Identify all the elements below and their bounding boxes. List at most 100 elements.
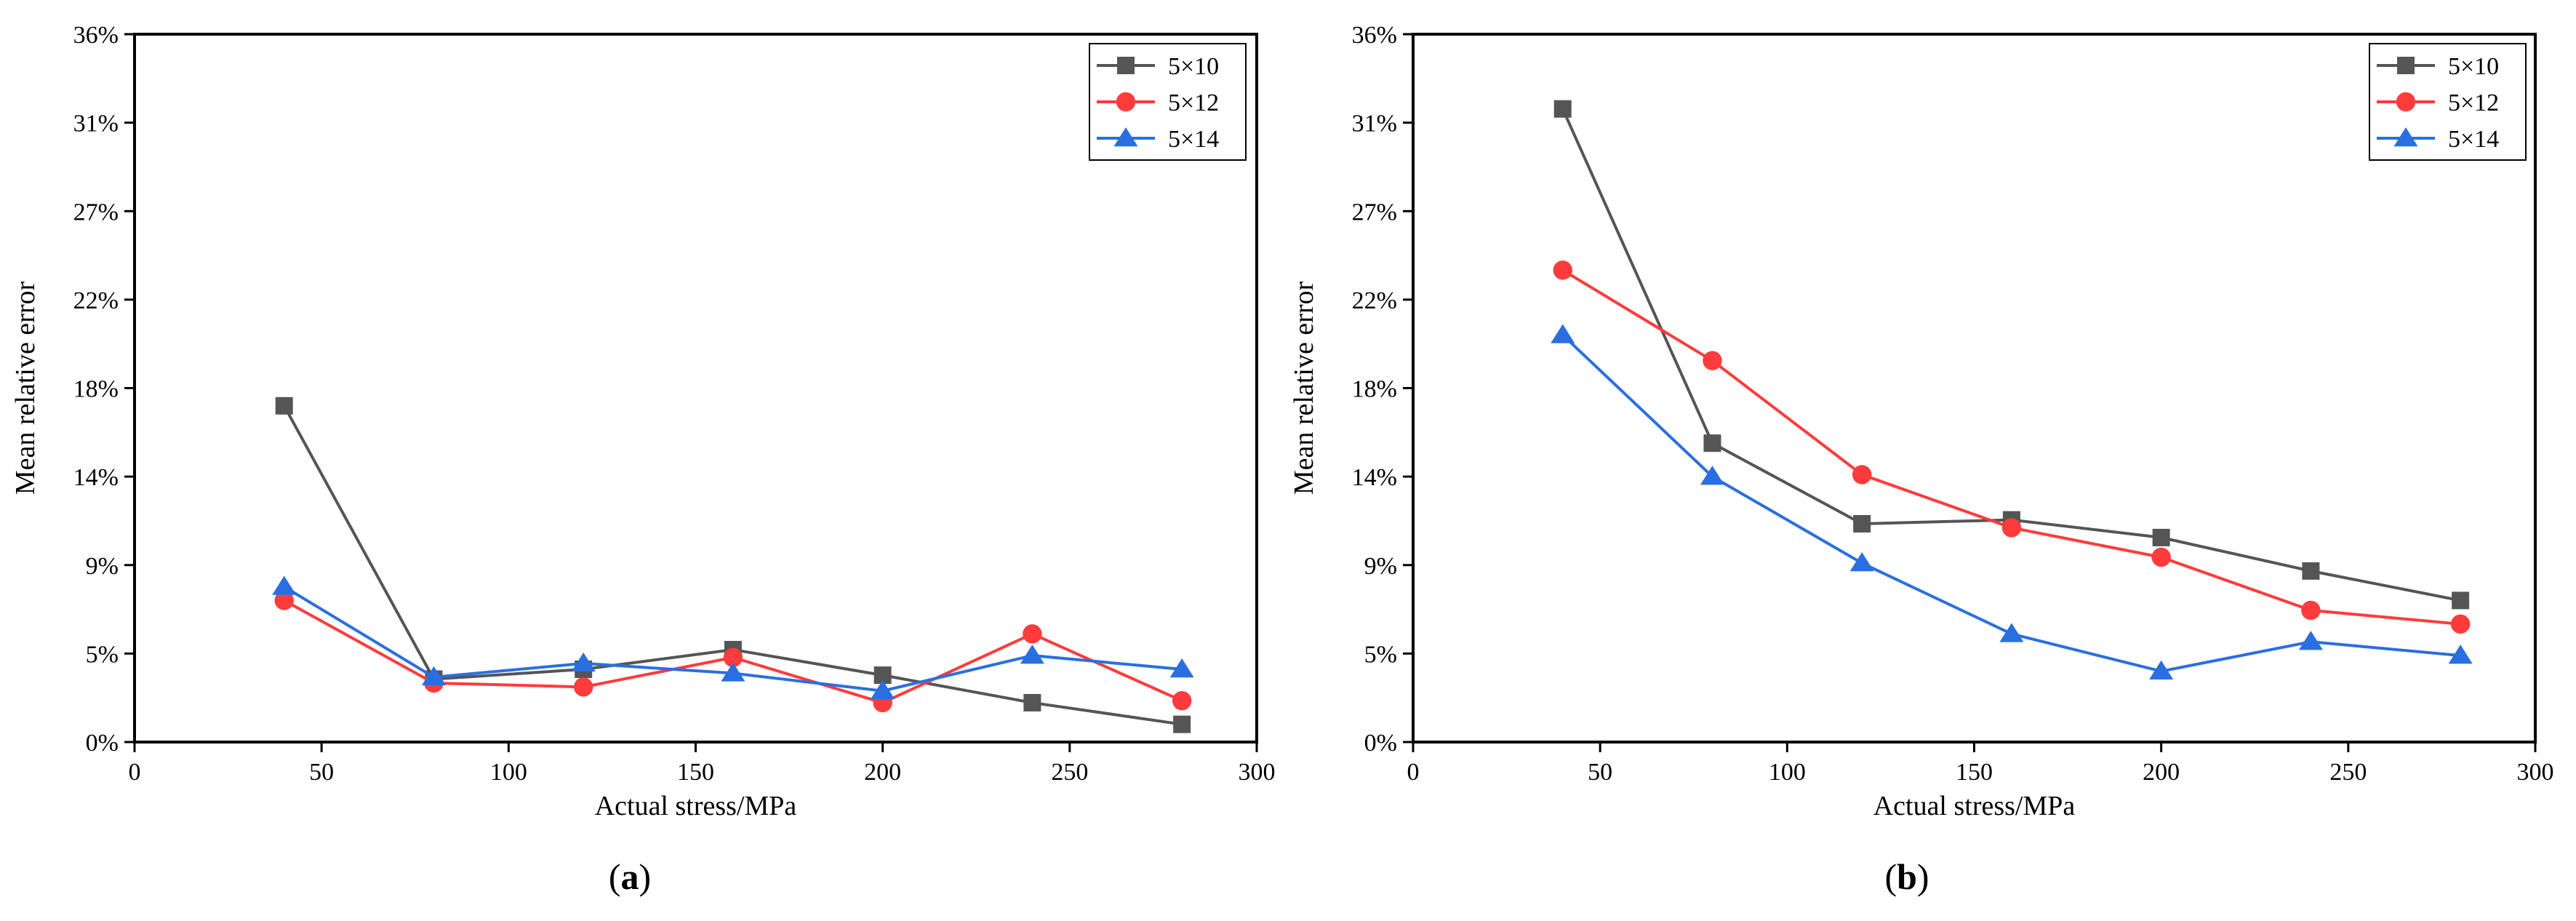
data-point [1020,645,1044,664]
data-point [2298,631,2323,650]
data-point [1849,552,1874,572]
legend-label: 5×14 [1168,126,1219,153]
x-tick-label: 100 [1769,759,1806,786]
panel-label: (a) [609,856,651,897]
chart-panel-b: 0 50 100 150 200 250 300 0% 5% 9% 14% 18% 22% 27% 31% 3… [1289,22,2554,897]
y-tick-label: 9% [1364,553,1397,580]
data-point [2001,518,2022,538]
y-tick-label: 31% [73,111,119,137]
x-tick-label: 100 [490,759,527,786]
plot-frame [133,33,1258,743]
chart-panel-a: 0 50 100 150 200 250 300 0% 5% 9% 14% 18% 22% 27% 31% 3… [10,22,1276,897]
y-tick-label: 5% [1364,641,1397,668]
data-point [275,396,293,415]
data-point [2149,660,2174,679]
y-tick-label: 22% [1352,287,1397,314]
data-point [1173,715,1191,733]
data-point [2452,591,2470,610]
x-tick-label: 200 [864,759,901,786]
data-point [571,652,596,672]
panel-label: (b) [1884,856,1929,897]
y-tick-label: 18% [73,376,119,403]
data-point [1703,351,1722,370]
x-axis-title: Actual stress/MPa [595,791,797,821]
panel-label-letter: a [621,856,639,897]
panel-label-letter: b [1897,856,1917,897]
data-point [871,679,895,699]
y-tick-label: 9% [86,553,119,580]
y-axis-title: Mean relative error [1289,282,1319,495]
x-tick-label: 250 [1051,759,1088,786]
legend: 5×10 5×12 5×14 [2369,43,2527,161]
legend-marker [2396,92,2416,112]
data-point [2448,645,2473,664]
x-tick-label: 150 [677,759,714,786]
legend-marker [1116,92,1136,112]
panel-label-open: ( [609,856,621,897]
x-tick-label: 300 [1239,759,1276,786]
x-tick-label: 150 [1956,759,1993,786]
data-point [2151,547,2171,567]
x-tick-label: 50 [1588,759,1612,786]
y-tick-label: 5% [86,641,119,668]
plot-frame [1412,33,2537,743]
legend-label: 5×12 [2448,89,2499,116]
legend-marker [2393,127,2418,147]
panel-label-close: ) [639,856,652,897]
data-point [274,591,294,610]
legend-marker [2397,57,2415,74]
x-tick-label: 50 [309,759,334,786]
y-tick-label: 0% [1364,730,1397,757]
data-point [1999,623,2024,642]
data-point [1172,691,1192,711]
x-tick-label: 200 [2143,759,2180,786]
data-point [1551,324,1575,343]
x-tick-label: 0 [1407,759,1420,786]
legend-label: 5×10 [2448,53,2499,80]
legend-marker [1113,127,1138,147]
y-tick-label: 18% [1352,376,1397,403]
panel-label-close: ) [1917,856,1929,897]
panel-label-open: ( [1884,856,1897,897]
data-point [2152,528,2170,546]
legend-label: 5×12 [1168,89,1219,116]
legend: 5×10 5×12 5×14 [1089,43,1247,161]
y-tick-label: 0% [86,730,119,757]
data-point [1023,693,1041,711]
y-tick-label: 27% [73,199,119,226]
data-point [2450,614,2471,634]
y-axis-title: Mean relative error [10,282,41,495]
data-point [721,662,745,682]
data-point [574,677,593,697]
y-tick-label: 36% [73,22,119,49]
data-point [272,575,297,595]
data-point [1553,260,1572,280]
legend-label: 5×10 [1168,53,1219,80]
y-tick-label: 14% [1352,464,1397,491]
data-point [421,666,446,686]
legend-label: 5×14 [2448,126,2499,153]
series-line-2 [1561,334,2461,673]
y-tick-label: 27% [1352,199,1397,226]
data-point [1700,466,1724,485]
y-tick-label: 31% [1352,111,1397,137]
legend-marker [1117,57,1135,74]
data-point [723,647,743,667]
y-tick-label: 36% [1352,22,1397,49]
data-point [2302,562,2320,580]
x-tick-label: 0 [129,759,141,786]
series-line-1 [1561,268,2461,626]
data-point [1853,514,1871,533]
data-point [2301,600,2321,621]
data-point [1703,434,1721,452]
data-point [1852,465,1872,485]
data-point [1023,624,1042,644]
data-point [1553,100,1572,118]
y-tick-label: 14% [73,464,119,491]
y-tick-label: 22% [73,287,119,314]
x-tick-label: 300 [2517,759,2554,786]
data-point [1169,658,1194,678]
x-tick-label: 250 [2329,759,2367,786]
x-axis-title: Actual stress/MPa [1873,791,2076,821]
